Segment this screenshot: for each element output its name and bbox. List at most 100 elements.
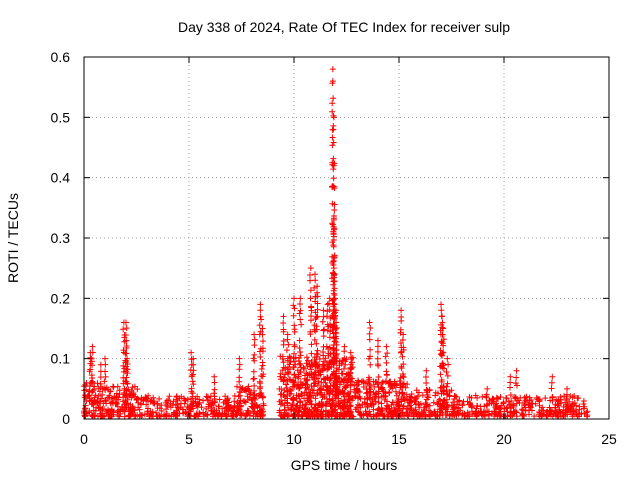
- data-point-3-trail-4: [101, 378, 108, 385]
- data-point-7-trail-3: [124, 370, 131, 377]
- data-point-bg-2-141: [178, 393, 185, 400]
- data-point-bg-7-178: [575, 395, 582, 402]
- data-point-21-trail-16: [313, 391, 320, 398]
- data-point-15-trail-12: [280, 377, 287, 384]
- data-point-bg-4-380: [297, 404, 304, 411]
- data-point-21-trail-9: [313, 340, 320, 347]
- data-point-13-trail-2: [257, 313, 264, 320]
- data-point-30-trail-5: [330, 296, 337, 303]
- data-point-bg-5-203: [385, 411, 392, 418]
- data-point-bg-4-418: [334, 412, 341, 419]
- data-point-4-trail-7: [120, 362, 127, 369]
- data-point-bg-4-337: [301, 389, 308, 396]
- data-point-49-trail-4: [549, 397, 556, 404]
- data-point-33: [333, 319, 339, 326]
- data-point-bg-5-212: [358, 412, 365, 419]
- data-point-bg-4-464: [323, 413, 330, 420]
- data-point-33-trail-8: [333, 358, 340, 365]
- data-point-40-trail-7: [400, 374, 407, 381]
- data-point-bg-6-119: [419, 410, 426, 417]
- data-point-19-trail-3: [307, 287, 314, 294]
- data-point-bg-5-114: [390, 404, 397, 411]
- data-point-bg-7-308: [535, 396, 542, 403]
- data-point-46-trail-2: [483, 394, 490, 401]
- data-point-37-trail-8: [374, 381, 381, 388]
- data-point-bg-7-207: [493, 402, 500, 409]
- data-point-bg-3-89: [228, 412, 235, 419]
- data-point-17-trail-16: [290, 397, 297, 404]
- data-point-43: [439, 313, 446, 320]
- data-point-bg-7-305: [459, 410, 466, 417]
- data-point-bg-5-187: [355, 377, 362, 384]
- data-point-40-trail-9: [400, 380, 407, 387]
- data-point-15: [280, 313, 287, 320]
- data-point-20-trail-13: [312, 360, 319, 367]
- data-point-bg-4-353: [333, 401, 340, 408]
- data-point-15-trail-14: [281, 387, 288, 394]
- data-point-bg-3-99: [253, 402, 260, 409]
- data-point-bg-4-254: [297, 361, 304, 368]
- data-point-bg-5-216: [398, 413, 405, 420]
- data-point-20-trail-14: [311, 374, 318, 381]
- data-point-bg-4-372: [276, 409, 283, 416]
- y-tick-label-5: 0.5: [51, 109, 71, 125]
- data-point-2-trail-7: [97, 404, 104, 411]
- data-point-bg-2-123: [178, 400, 185, 407]
- data-point-bg-7-277: [525, 401, 532, 408]
- data-point-21-trail-14: [313, 354, 320, 361]
- data-point-21-trail-6: [314, 313, 321, 320]
- data-point-25-trail-5: [329, 142, 336, 149]
- x-axis-tick-labels: 0 5 10 15 20 25: [80, 431, 617, 447]
- data-point-bg-5-164: [370, 413, 377, 420]
- data-point-47-trail-1: [507, 379, 514, 386]
- data-point-19-trail-13: [308, 341, 315, 348]
- data-point-bg-3-108: [237, 397, 244, 404]
- data-point-27: [330, 114, 337, 121]
- data-point-47-trail-3: [507, 392, 514, 399]
- data-point-bg-4-227: [304, 381, 311, 388]
- data-point-bg-4-413: [323, 395, 330, 402]
- data-point-20: [312, 271, 318, 278]
- data-point-33-trail-11: [332, 387, 339, 394]
- data-point-21-trail-4: [314, 306, 321, 313]
- data-point-43-trail-13: [438, 377, 445, 384]
- data-point-bg-7-262: [468, 403, 475, 410]
- data-point-18-trail-16: [296, 384, 303, 391]
- data-point-bg-5-135: [386, 389, 393, 396]
- data-point-bg-3-18: [250, 403, 257, 410]
- data-point-bg-7-259: [541, 411, 548, 418]
- data-point-44-trail-12: [440, 397, 447, 404]
- data-point-bg-2-178: [176, 410, 183, 417]
- data-point-18-trail-3: [296, 310, 303, 317]
- data-point-11: [236, 355, 243, 362]
- data-point-37-trail-10: [375, 394, 382, 401]
- data-point-31-trail-1: [331, 301, 338, 308]
- data-point-bg-7-231: [580, 401, 587, 408]
- data-point-bg-6-117: [425, 407, 432, 414]
- data-point-bg-4-447: [281, 402, 288, 409]
- data-point-15-trail-11: [279, 367, 286, 374]
- data-point-38-trail-8: [382, 390, 389, 397]
- data-point-37-trail-2: [374, 348, 381, 355]
- data-point-bg-7-306: [473, 405, 480, 412]
- data-point-bg-0-1: [96, 388, 103, 395]
- data-point-bg-2-187: [181, 397, 188, 404]
- data-point-40-trail-3: [400, 346, 407, 353]
- data-point-30-trail-1: [331, 270, 338, 277]
- data-point-28-trail-2: [331, 185, 338, 192]
- data-point-19-trail-11: [307, 328, 314, 335]
- data-point-bg-1-87: [109, 383, 116, 390]
- data-point-40-trail-8: [399, 373, 406, 380]
- data-point-2-trail-6: [97, 398, 104, 405]
- data-point-bg-5-213: [353, 382, 360, 389]
- data-point-18-trail-8: [297, 349, 304, 356]
- data-point-bg-1-96: [108, 413, 115, 420]
- data-point-23-trail-6: [323, 343, 330, 350]
- data-point-bg-7-286: [549, 413, 556, 420]
- data-point-bg-4-427: [347, 409, 354, 416]
- data-point-bg-5-226: [376, 388, 383, 395]
- data-point-29-trail-3: [330, 243, 337, 250]
- data-point-17-trail-13: [290, 363, 297, 370]
- data-point-bg-7-296: [557, 400, 564, 407]
- data-point-35-trail-9: [347, 396, 354, 403]
